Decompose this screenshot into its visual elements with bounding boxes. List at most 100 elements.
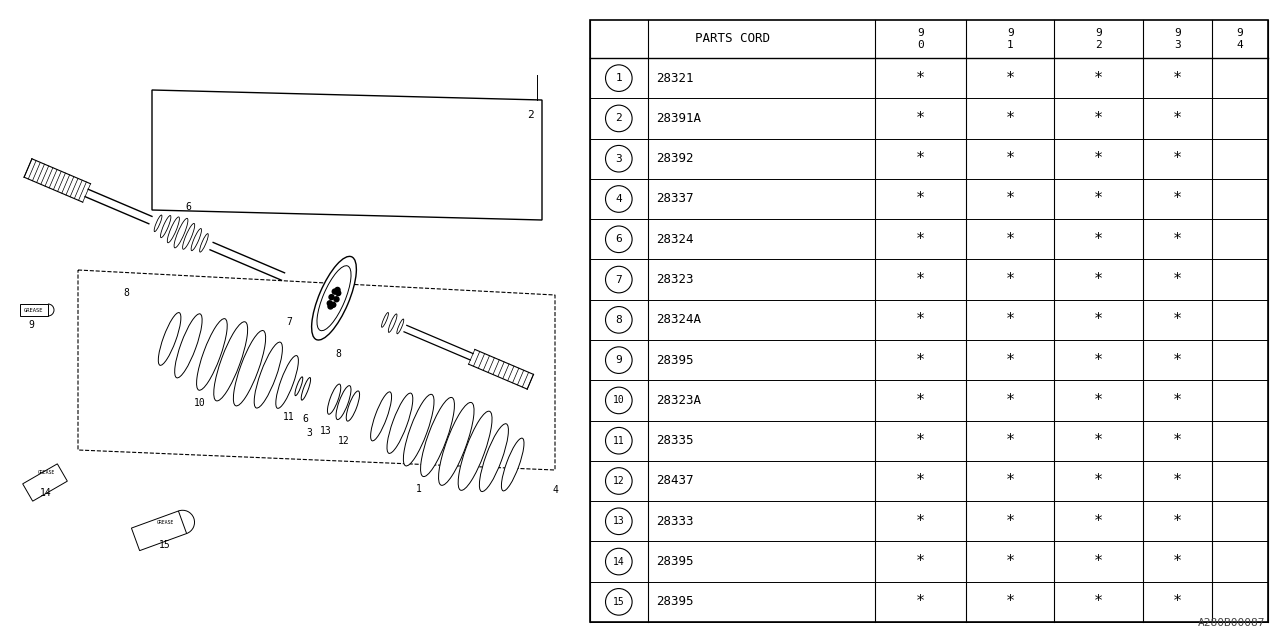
Text: 3: 3 xyxy=(306,428,312,438)
Text: *: * xyxy=(1094,111,1103,126)
Text: *: * xyxy=(1006,474,1015,488)
Ellipse shape xyxy=(337,386,351,420)
Circle shape xyxy=(605,589,632,615)
Text: *: * xyxy=(1172,191,1181,207)
Text: 8: 8 xyxy=(335,349,342,358)
Text: *: * xyxy=(916,554,925,569)
Text: 4: 4 xyxy=(552,485,558,495)
Text: A280B00087: A280B00087 xyxy=(1198,618,1265,628)
Text: 10: 10 xyxy=(613,396,625,405)
Text: *: * xyxy=(1094,595,1103,609)
Text: *: * xyxy=(916,595,925,609)
Text: 4: 4 xyxy=(1236,40,1243,50)
Circle shape xyxy=(605,226,632,253)
Text: 9: 9 xyxy=(1007,28,1014,38)
Text: 7: 7 xyxy=(287,317,292,326)
Circle shape xyxy=(328,304,333,309)
Text: 28321: 28321 xyxy=(655,72,694,84)
Text: 11: 11 xyxy=(283,412,294,422)
Text: *: * xyxy=(1094,514,1103,529)
Text: 9: 9 xyxy=(1174,28,1180,38)
Text: *: * xyxy=(1094,151,1103,166)
Ellipse shape xyxy=(502,438,524,491)
Text: *: * xyxy=(1094,353,1103,367)
Text: *: * xyxy=(1172,393,1181,408)
Ellipse shape xyxy=(403,394,434,466)
Circle shape xyxy=(328,301,333,306)
Text: *: * xyxy=(1172,433,1181,448)
Text: 2: 2 xyxy=(526,110,534,120)
Ellipse shape xyxy=(294,377,303,396)
Circle shape xyxy=(605,145,632,172)
Ellipse shape xyxy=(191,228,201,251)
Text: *: * xyxy=(916,353,925,367)
Circle shape xyxy=(605,186,632,212)
Text: *: * xyxy=(1006,232,1015,247)
Text: 28395: 28395 xyxy=(655,555,694,568)
Text: *: * xyxy=(1172,554,1181,569)
Text: 7: 7 xyxy=(616,275,622,285)
Text: 28392: 28392 xyxy=(655,152,694,165)
Text: 12: 12 xyxy=(613,476,625,486)
Text: 15: 15 xyxy=(159,540,170,550)
Text: 6: 6 xyxy=(303,413,308,424)
Text: *: * xyxy=(1094,272,1103,287)
Text: PARTS CORD: PARTS CORD xyxy=(695,33,769,45)
Text: *: * xyxy=(1172,595,1181,609)
Text: GREASE: GREASE xyxy=(37,470,55,476)
Ellipse shape xyxy=(154,215,163,232)
Text: 9: 9 xyxy=(28,320,35,330)
Ellipse shape xyxy=(255,342,283,408)
Text: *: * xyxy=(1172,312,1181,327)
Polygon shape xyxy=(132,511,187,550)
Text: *: * xyxy=(916,433,925,448)
Text: *: * xyxy=(916,191,925,207)
Text: 1: 1 xyxy=(416,484,421,493)
Text: *: * xyxy=(1094,554,1103,569)
Text: *: * xyxy=(1006,111,1015,126)
Ellipse shape xyxy=(397,319,403,334)
Text: *: * xyxy=(1172,70,1181,86)
Ellipse shape xyxy=(183,223,195,250)
Text: 2: 2 xyxy=(1096,40,1102,50)
Text: 11: 11 xyxy=(613,436,625,445)
Text: *: * xyxy=(1172,353,1181,367)
Text: 10: 10 xyxy=(193,398,205,408)
Ellipse shape xyxy=(174,218,188,248)
Text: 28323: 28323 xyxy=(655,273,694,286)
Text: *: * xyxy=(1172,151,1181,166)
Ellipse shape xyxy=(480,424,508,492)
Text: *: * xyxy=(916,70,925,86)
Text: 1: 1 xyxy=(1007,40,1014,50)
Text: 9: 9 xyxy=(1236,28,1243,38)
Text: *: * xyxy=(916,393,925,408)
Circle shape xyxy=(605,266,632,293)
Text: 28323A: 28323A xyxy=(655,394,700,407)
Circle shape xyxy=(605,428,632,454)
Ellipse shape xyxy=(387,393,413,453)
Text: *: * xyxy=(1094,191,1103,207)
Text: *: * xyxy=(1006,353,1015,367)
Text: *: * xyxy=(916,111,925,126)
Text: *: * xyxy=(1172,272,1181,287)
Text: *: * xyxy=(1094,474,1103,488)
Ellipse shape xyxy=(214,322,247,401)
Text: 9: 9 xyxy=(616,355,622,365)
Text: *: * xyxy=(1006,595,1015,609)
Text: 4: 4 xyxy=(616,194,622,204)
Text: 3: 3 xyxy=(616,154,622,164)
Circle shape xyxy=(335,291,340,296)
Text: 13: 13 xyxy=(613,516,625,526)
Ellipse shape xyxy=(439,403,474,485)
Text: 15: 15 xyxy=(613,597,625,607)
Text: GREASE: GREASE xyxy=(24,307,44,312)
Circle shape xyxy=(333,289,337,294)
Text: 28324: 28324 xyxy=(655,233,694,246)
Text: *: * xyxy=(1172,232,1181,247)
Text: *: * xyxy=(1094,232,1103,247)
Text: 14: 14 xyxy=(613,557,625,566)
Text: *: * xyxy=(916,312,925,327)
Ellipse shape xyxy=(328,384,340,414)
Ellipse shape xyxy=(458,411,492,490)
Ellipse shape xyxy=(301,378,311,400)
